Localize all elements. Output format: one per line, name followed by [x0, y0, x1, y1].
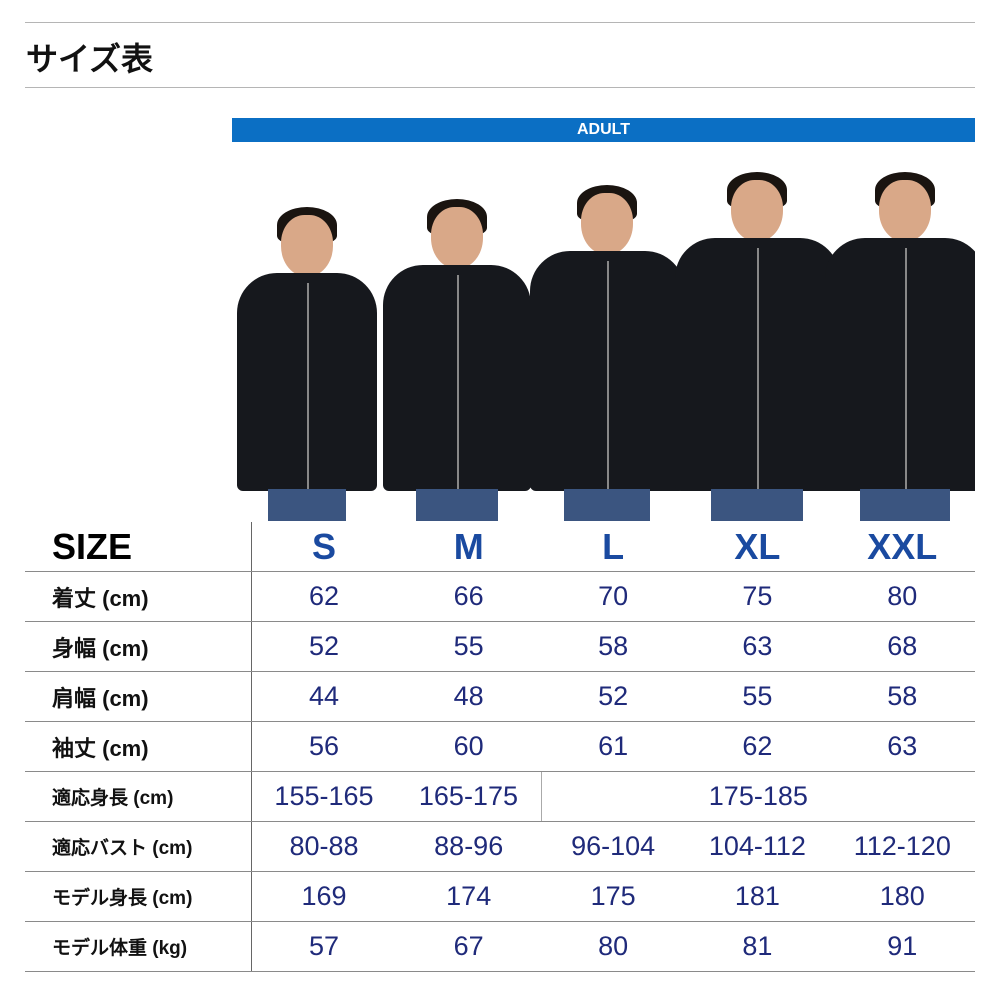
cell-value: 165-175	[396, 771, 542, 822]
cell-value: 52	[251, 621, 397, 672]
cell-value: 56	[251, 721, 397, 772]
row-label: 身幅 (cm)	[25, 621, 252, 672]
size-xl: XL	[685, 522, 830, 572]
cell-value: 62	[251, 571, 397, 622]
model-figure	[237, 207, 377, 521]
cell-value: 68	[829, 621, 975, 672]
cell-value: 70	[541, 571, 686, 622]
cell-value: 63	[829, 721, 975, 772]
cell-value: 180	[829, 871, 975, 922]
cell-value: 81	[685, 921, 830, 972]
size-l: L	[541, 522, 686, 572]
table-row: 袖丈 (cm) 56 60 61 62 63	[25, 721, 975, 772]
cell-value: 62	[685, 721, 830, 772]
row-label: 適応バスト (cm)	[25, 821, 252, 872]
table-row: 適応身長 (cm) 155-165 165-175 175-185	[25, 771, 975, 822]
table-row: 着丈 (cm) 62 66 70 75 80	[25, 571, 975, 622]
cell-value: 155-165	[251, 771, 397, 822]
cell-value: 55	[685, 671, 830, 722]
cell-value: 44	[251, 671, 397, 722]
model-photo	[232, 150, 975, 521]
size-header-row: SIZE S M L XL XXL	[25, 522, 975, 572]
page-title: サイズ表	[26, 40, 154, 78]
cell-value: 112-120	[829, 821, 975, 872]
cell-value: 169	[251, 871, 397, 922]
table-row: 身幅 (cm) 52 55 58 63 68	[25, 621, 975, 672]
cell-value: 66	[396, 571, 542, 622]
model-figure	[674, 172, 840, 521]
table-row: 肩幅 (cm) 44 48 52 55 58	[25, 671, 975, 722]
cell-value: 80-88	[251, 821, 397, 872]
model-figure	[825, 172, 975, 521]
row-label: モデル体重 (kg)	[25, 921, 252, 972]
model-figure	[383, 199, 531, 521]
cell-value: 63	[685, 621, 830, 672]
top-divider	[25, 22, 975, 23]
cell-value: 91	[829, 921, 975, 972]
size-s: S	[251, 522, 397, 572]
cell-value: 58	[829, 671, 975, 722]
row-label: モデル身長 (cm)	[25, 871, 252, 922]
merged-cell-value: 175-185	[540, 771, 975, 822]
title-divider	[25, 87, 975, 88]
row-label: 着丈 (cm)	[25, 571, 252, 622]
row-label: 袖丈 (cm)	[25, 721, 252, 772]
cell-value: 58	[541, 621, 686, 672]
size-m: M	[396, 522, 542, 572]
cell-value: 80	[541, 921, 686, 972]
table-row: 適応バスト (cm) 80-88 88-96 96-104 104-112 112-120	[25, 821, 975, 872]
cell-value: 61	[541, 721, 686, 772]
size-table: SIZE S M L XL XXL 着丈 (cm) 62 66 70 75 80 身幅 (cm) 52 55…	[25, 522, 975, 972]
cell-value: 175	[541, 871, 686, 922]
cell-value: 174	[396, 871, 542, 922]
cell-value: 67	[396, 921, 542, 972]
row-label: 肩幅 (cm)	[25, 671, 252, 722]
size-label: SIZE	[25, 522, 252, 572]
cell-value: 75	[685, 571, 830, 622]
cell-value: 88-96	[396, 821, 542, 872]
model-figure	[529, 185, 685, 521]
table-row: モデル身長 (cm) 169 174 175 181 180	[25, 871, 975, 922]
cell-value: 48	[396, 671, 542, 722]
adult-banner: ADULT	[232, 118, 975, 142]
cell-value: 52	[541, 671, 686, 722]
size-xxl: XXL	[829, 522, 975, 572]
cell-value: 104-112	[685, 821, 830, 872]
row-label: 適応身長 (cm)	[25, 771, 252, 822]
table-row: モデル体重 (kg) 57 67 80 81 91	[25, 921, 975, 972]
cell-value: 80	[829, 571, 975, 622]
cell-value: 57	[251, 921, 397, 972]
cell-value: 181	[685, 871, 830, 922]
cell-value: 60	[396, 721, 542, 772]
cell-value: 96-104	[541, 821, 686, 872]
cell-value: 55	[396, 621, 542, 672]
